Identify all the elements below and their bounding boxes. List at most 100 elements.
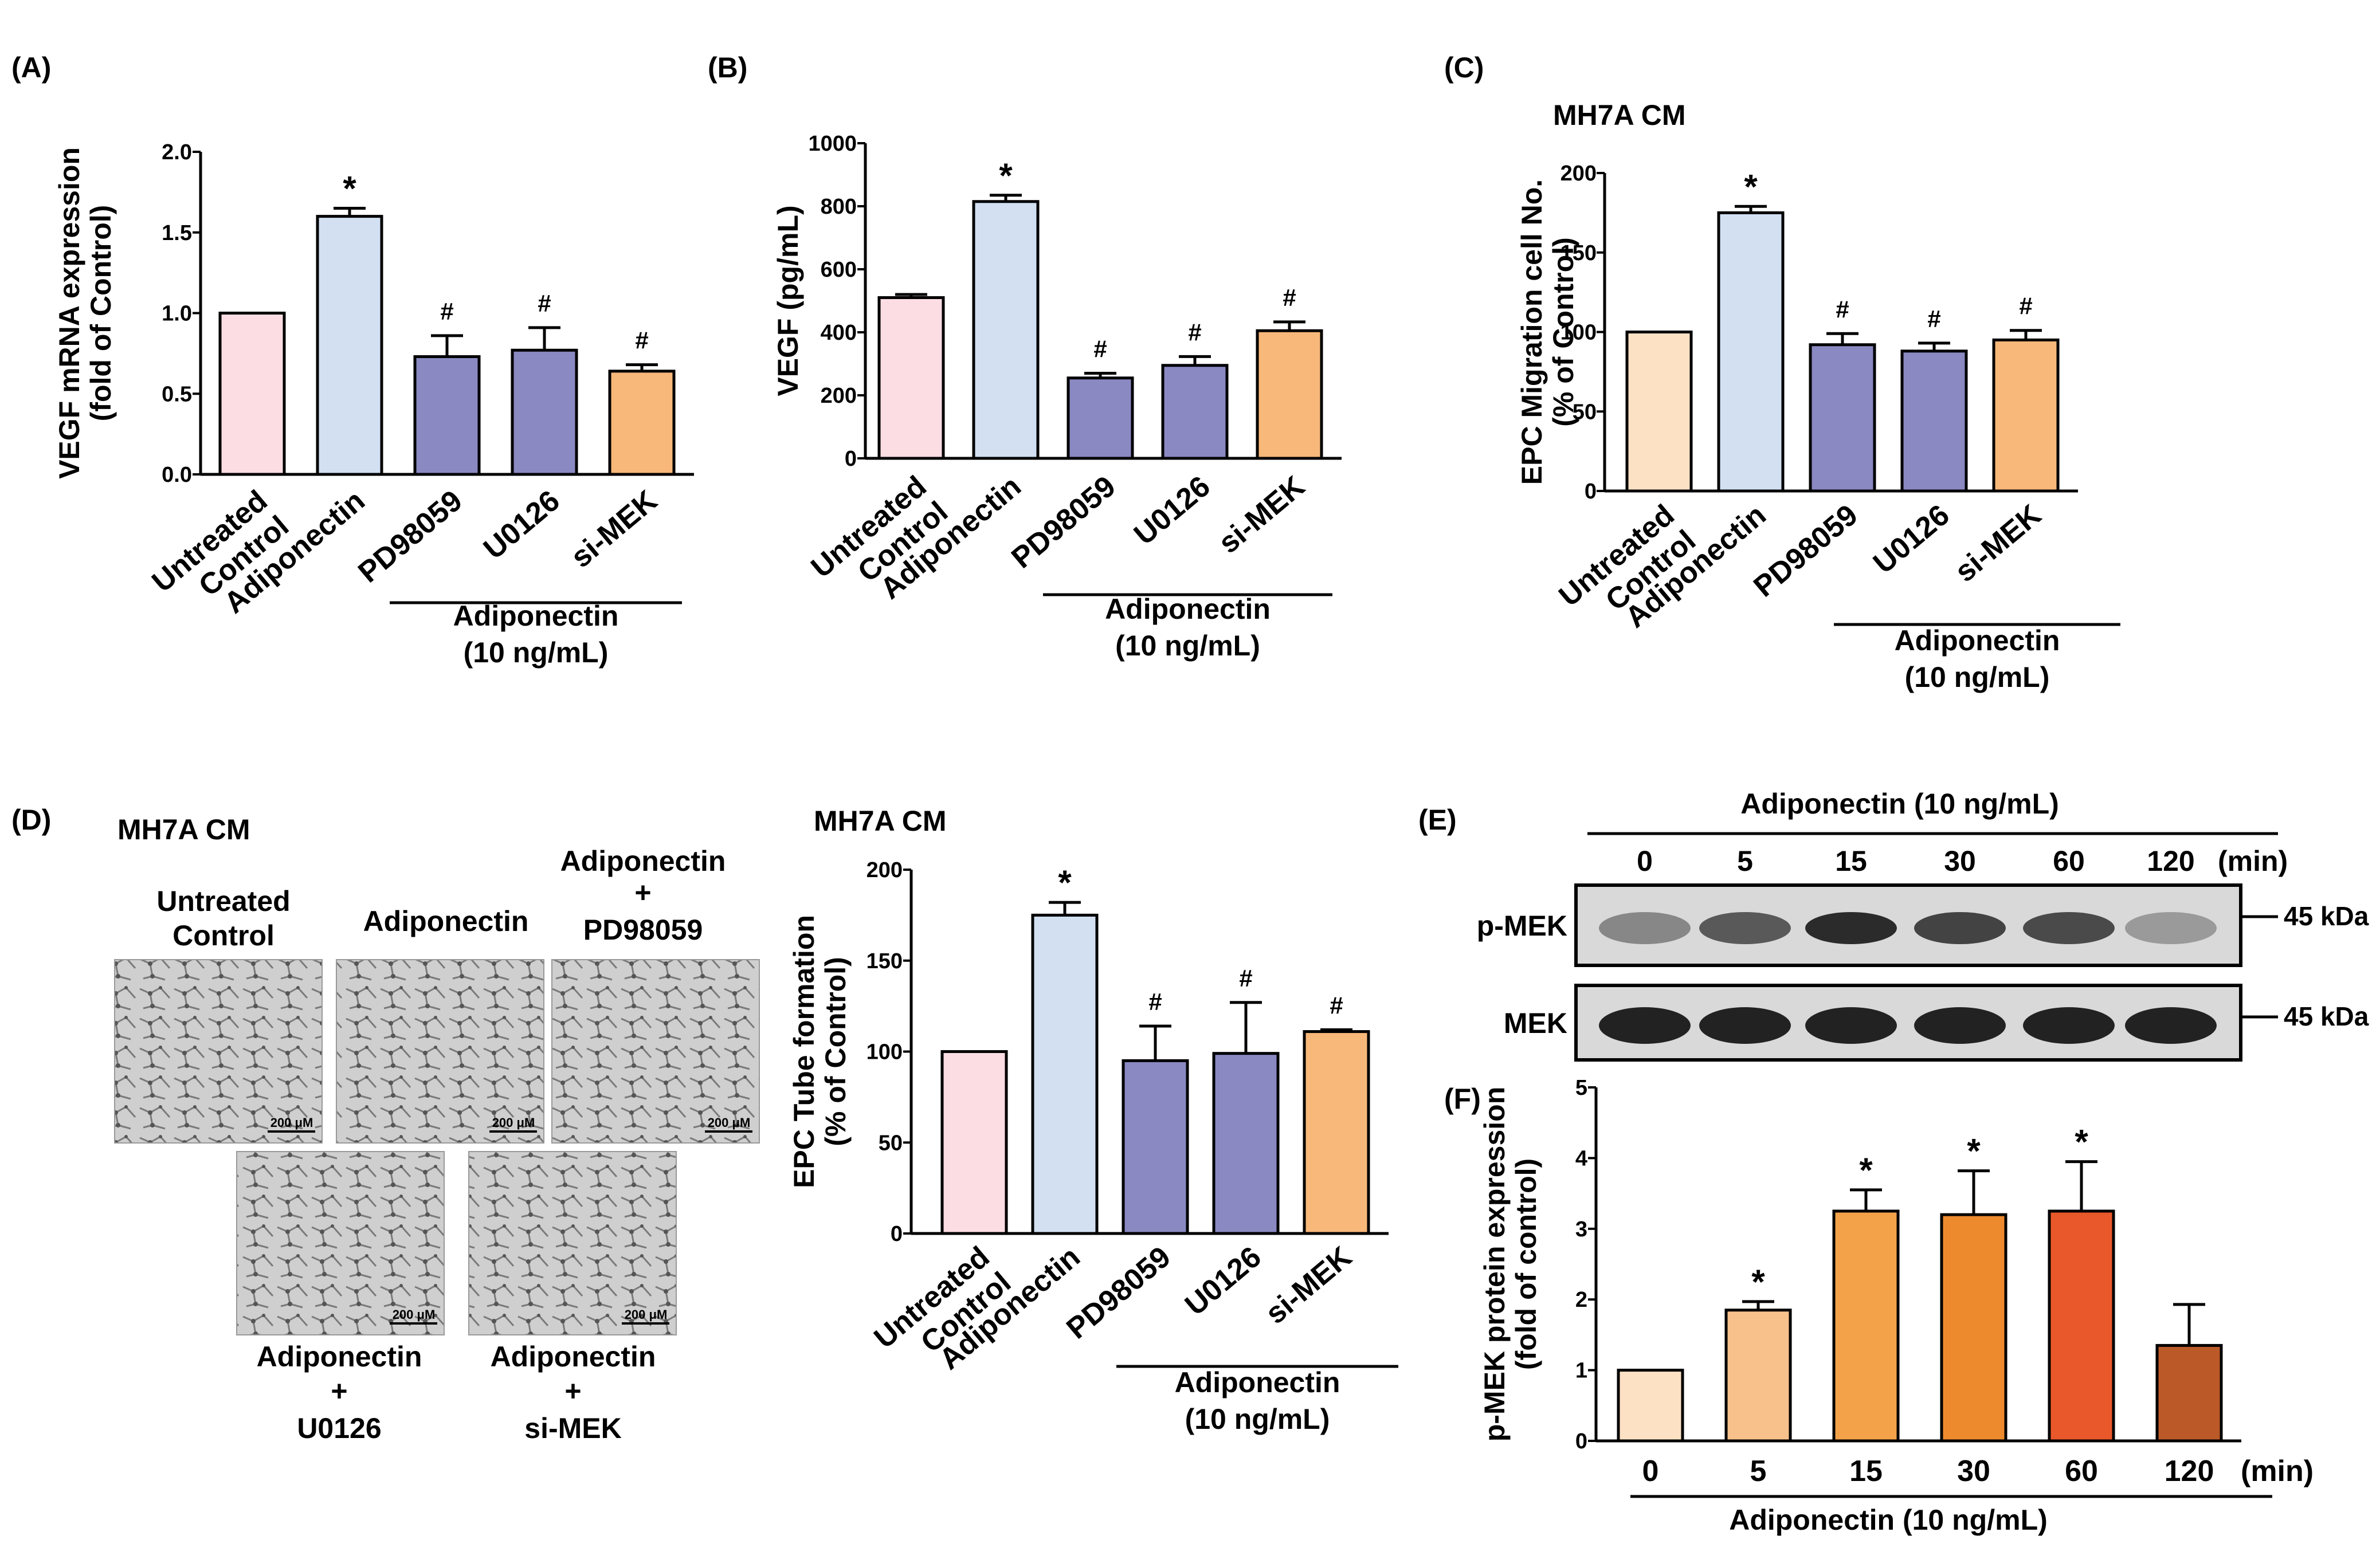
y-tick-label: 0 [891, 1222, 903, 1246]
x-category-label: U0126 [1179, 1240, 1268, 1322]
lane-timepoint: 60 [2053, 845, 2085, 877]
bar [1625, 331, 1693, 493]
microscopy-label: PD98059 [583, 914, 703, 946]
bar [413, 355, 481, 476]
y-tick-label: 50 [879, 1131, 903, 1155]
bar [1161, 364, 1229, 460]
significance-star: * [2075, 1123, 2088, 1161]
y-tick-label: 2 [1575, 1288, 1587, 1312]
blot-row-p-mek: p-MEK 45 kDa [1477, 883, 2369, 967]
y-tick-label: 2.0 [162, 140, 192, 164]
x-category-label: U0126 [477, 484, 566, 566]
group-label-line1: Adiponectin [1895, 624, 2060, 657]
significance-star: * [1744, 167, 1758, 206]
chart-d-title: MH7A CM [814, 805, 946, 837]
x-category-label: 0 [1642, 1455, 1659, 1488]
y-tick-label: 4 [1575, 1146, 1587, 1170]
y-axis-label-line: EPC Tube formation [788, 915, 820, 1188]
significance-hash: # [1093, 336, 1107, 363]
blot-header: Adiponectin (10 ng/mL) [1740, 788, 2059, 820]
y-tick-label: 200 [821, 384, 857, 408]
y-tick-label: 0 [1575, 1429, 1587, 1453]
y-tick-label: 400 [821, 321, 857, 345]
x-category-label-line: U0126 [1867, 498, 1956, 580]
bar [1617, 1369, 1684, 1443]
microscopy-image [236, 1151, 445, 1335]
blot-band [1699, 1007, 1791, 1044]
kda-label: 45 kDa [2284, 901, 2369, 931]
microscopy-image [114, 959, 323, 1144]
x-category-label-line: si-MEK [1259, 1240, 1358, 1330]
microscopy-label: si-MEK [524, 1412, 621, 1444]
significance-hash: # [635, 327, 648, 354]
y-tick-label: 150 [1560, 241, 1597, 265]
lane-timepoint: 30 [1944, 845, 1976, 877]
microscopy-label: + [331, 1375, 347, 1407]
y-axis-label-line: EPC Migration cell No. [1516, 179, 1548, 485]
microscopy-image-5: 200 μM Adiponectin+ si-MEK [468, 1151, 677, 1444]
x-category-label: U0126 [1867, 498, 1956, 580]
bar [2048, 1209, 2115, 1443]
x-category-label: 15 [1849, 1455, 1883, 1488]
y-axis-label: EPC Migration cell No.(% of Control) [1516, 179, 1579, 485]
microscopy-image-3: 200 μM Adiponectin+ PD98059 [551, 845, 760, 1144]
lane-timepoint: 15 [1835, 845, 1867, 877]
scale-bar-label: 200 μM [492, 1115, 535, 1130]
panel-label-c: (C) [1444, 52, 1484, 84]
lane-timepoint: 120 [2147, 845, 2194, 877]
y-tick-label: 800 [821, 195, 857, 219]
blot-band [2023, 912, 2115, 944]
group-label-line2: (10 ng/mL) [1905, 661, 2050, 693]
blot-band [1914, 912, 2006, 944]
blot-row-label: p-MEK [1477, 910, 1567, 942]
lane-unit: (min) [2218, 845, 2288, 877]
blot-band [1805, 1007, 1897, 1044]
blot-band [1599, 912, 1691, 944]
x-category-label-line: PD98059 [1747, 498, 1864, 604]
microscopy-label: Adiponectin [363, 905, 529, 937]
group-label: Adiponectin (10 ng/mL) [1729, 1504, 2048, 1536]
x-category-label: 30 [1957, 1455, 1990, 1488]
bar [1256, 329, 1323, 460]
y-tick-label: 3 [1575, 1217, 1587, 1242]
bar [1992, 338, 2060, 493]
chart-c-title: MH7A CM [1553, 99, 1685, 131]
microscopy-label: Untreated [156, 885, 290, 917]
bar [1303, 1030, 1370, 1235]
y-tick-label: 1 [1575, 1359, 1587, 1383]
x-category-label: 5 [1750, 1455, 1767, 1488]
chart-d-tube-formation: MH7A CM 0 50 100 150 200 EPC Tube formation(% … [788, 805, 1398, 1435]
bar [316, 215, 383, 476]
x-category-label: PD98059 [352, 484, 468, 590]
microscopy-image-4: 200 μM Adiponectin+ U0126 [236, 1151, 445, 1444]
x-category-label-line: PD98059 [352, 484, 468, 590]
x-category-label: si-MEK [1212, 469, 1311, 560]
y-tick-label: 0.0 [162, 463, 192, 487]
y-tick-label: 150 [866, 949, 903, 973]
blot-row-label: MEK [1504, 1007, 1567, 1039]
y-tick-label: 100 [1560, 321, 1597, 345]
microscopy-label: Adiponectin [491, 1341, 656, 1373]
blot-row-mek: MEK 45 kDa [1504, 984, 2369, 1062]
significance-star: * [999, 156, 1013, 195]
x-category-label-line: PD98059 [1005, 470, 1122, 575]
bar [2155, 1343, 2223, 1443]
microscopy-image-1: 200 μM UntreatedControl [114, 885, 323, 1144]
x-unit-label: (min) [2241, 1455, 2314, 1488]
bar [1717, 211, 1785, 493]
lane-timepoint: 0 [1637, 845, 1653, 877]
x-category-label: si-MEK [1948, 498, 2048, 588]
significance-hash: # [440, 298, 453, 325]
blot-band [2125, 1007, 2217, 1044]
bar [1031, 913, 1099, 1235]
bar [1724, 1309, 1792, 1443]
x-category-label-line: si-MEK [1948, 498, 2048, 588]
y-tick-label: 50 [1573, 400, 1597, 424]
x-category-label: si-MEK [1259, 1240, 1358, 1330]
significance-hash: # [1239, 965, 1252, 992]
panel-label-a: (A) [11, 52, 51, 84]
bar [1067, 376, 1134, 460]
panel-e-western-blot: Adiponectin (10 ng/mL) 0 5 15 30 60 120 (min) p-… [1477, 788, 2369, 1062]
scale-bar-label: 200 μM [708, 1115, 751, 1130]
